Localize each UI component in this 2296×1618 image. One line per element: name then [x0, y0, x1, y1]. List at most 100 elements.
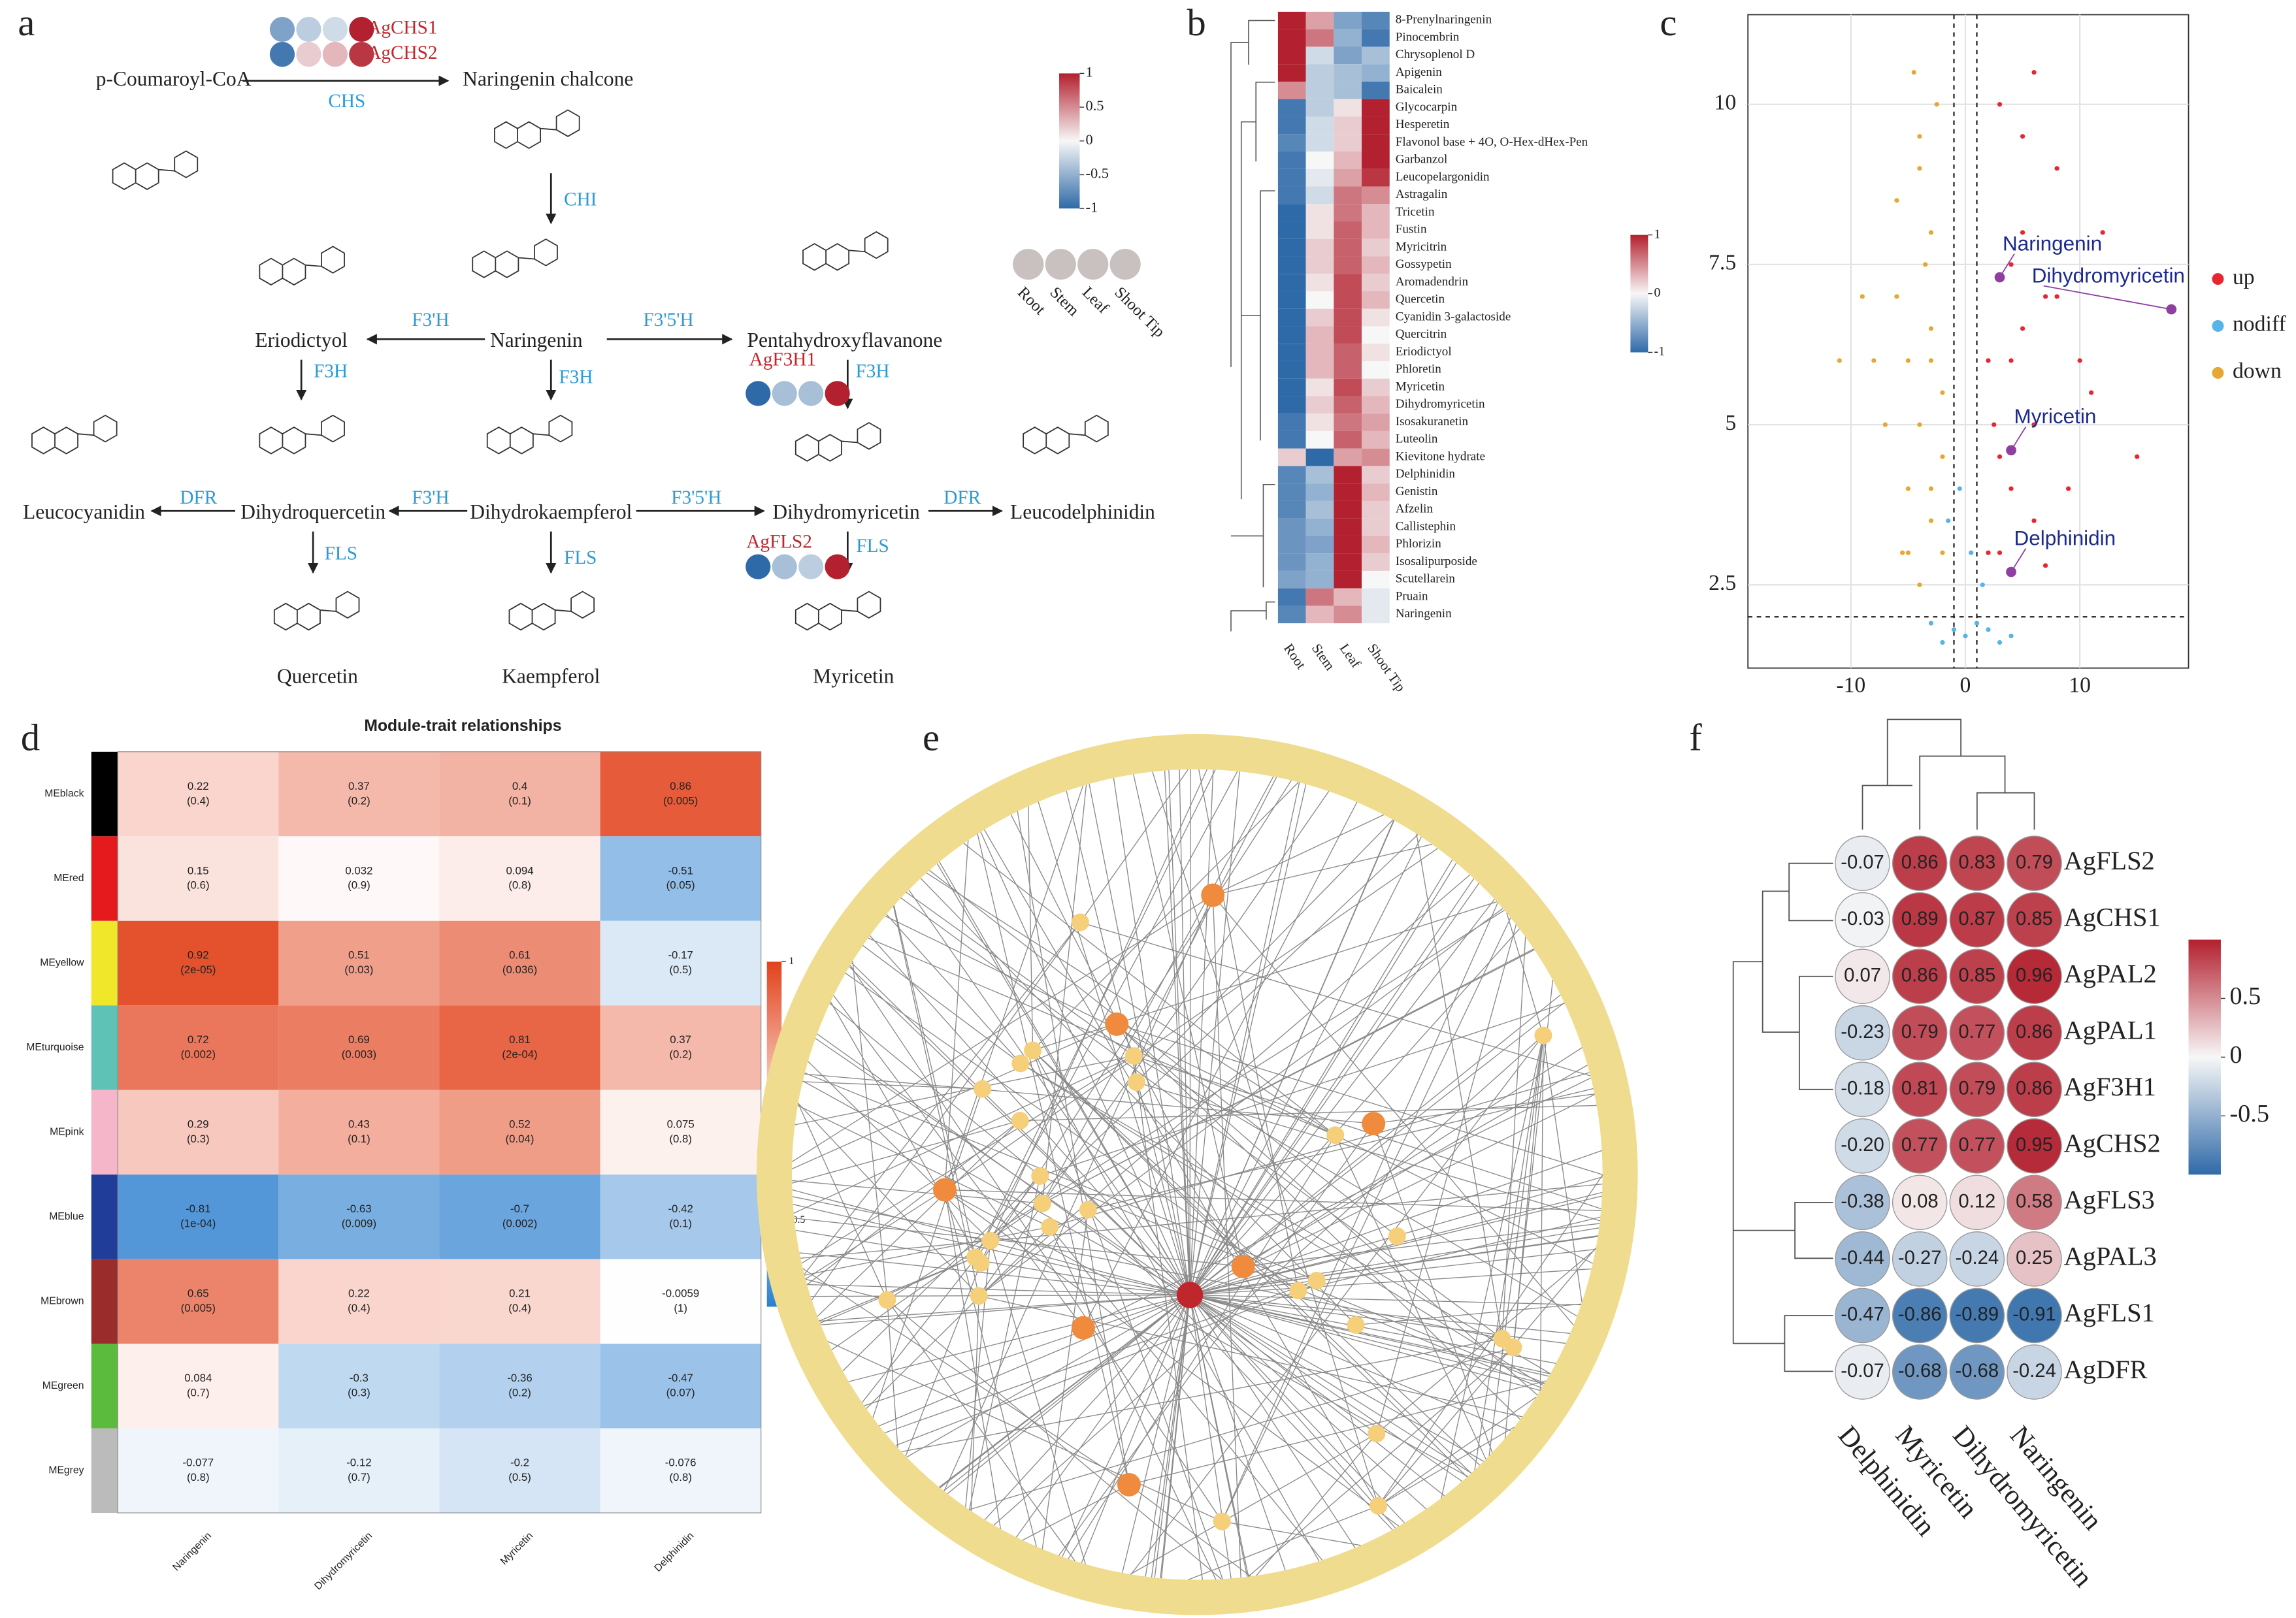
heatmap-cell [1334, 204, 1362, 221]
heatmap-cell [1305, 570, 1334, 589]
metabolite-name: Callistephin [1396, 519, 1456, 533]
network-node [1124, 1047, 1143, 1065]
correlation-value: -0.7 [510, 1203, 529, 1215]
dendrogram [1230, 610, 1266, 632]
p-value: (0.8) [187, 1471, 210, 1483]
heatmap-cell [1362, 536, 1390, 554]
network-edge [944, 848, 1438, 1191]
p-value: (0.7) [348, 1471, 370, 1483]
correlation-circle [1949, 1344, 2005, 1400]
point [1969, 550, 1974, 555]
heatmap-cell [1305, 500, 1334, 519]
network-node [1231, 1254, 1255, 1278]
network-edge [791, 1120, 1021, 1184]
network-edge [868, 937, 1336, 1136]
network-edge [1189, 1295, 1396, 1529]
network-node [1072, 1316, 1096, 1340]
network-node [1362, 1112, 1386, 1136]
heatmap-cell [1277, 291, 1306, 309]
network-edge [802, 1080, 1190, 1296]
heatmap-cell [1277, 29, 1306, 47]
correlation-circle [2007, 1005, 2062, 1061]
correlation-value: -0.42 [668, 1203, 693, 1215]
dendrogram [1861, 785, 1912, 830]
correlation-value: -0.0059 [662, 1287, 699, 1300]
chart-title: Module-trait relationships [364, 717, 561, 735]
p-value: (0.5) [669, 963, 692, 976]
heatmap-cell [1362, 64, 1390, 82]
heatmap-cell [1277, 169, 1306, 187]
compound-name: Dihydroquercetin [240, 500, 385, 523]
point [1928, 326, 1934, 331]
network-node [1033, 1194, 1051, 1212]
structure [486, 414, 573, 455]
heatmap-cell [1362, 326, 1390, 344]
correlation-label: -0.03 [1841, 909, 1884, 930]
heatmap-cell [600, 920, 761, 1006]
heatmap-cell [439, 836, 600, 921]
heatmap-cell [439, 1428, 600, 1513]
point [1946, 518, 1951, 523]
point [1917, 582, 1922, 587]
metabolite-name: Genistin [1396, 485, 1438, 498]
heatmap-cell [1334, 466, 1362, 484]
correlation-value: 0.37 [348, 780, 370, 792]
network-edge [1133, 1056, 1204, 1580]
point [2042, 563, 2048, 568]
correlation-circle [1835, 1061, 1890, 1118]
heatmap-cell [1334, 151, 1362, 169]
label-leader [2010, 426, 2027, 451]
heatmap-cell [1277, 256, 1306, 274]
heatmap-cell [1362, 256, 1390, 274]
correlation-circle [2007, 1231, 2062, 1287]
correlation-value: 0.37 [670, 1033, 691, 1046]
p-value: (0.002) [502, 1218, 537, 1230]
heatmap-cell [1305, 221, 1334, 239]
point [2031, 422, 2037, 427]
network-node [1024, 1041, 1042, 1060]
point [1951, 627, 1957, 632]
highlight-label: Myricetin [2014, 405, 2097, 428]
network-edge [817, 1120, 1021, 1317]
heatmap-cell [1334, 536, 1362, 554]
p-value: (1e-04) [180, 1218, 216, 1230]
correlation-value: -0.51 [668, 864, 693, 877]
p-value: (0.6) [187, 879, 210, 892]
module-name: MEgreen [42, 1380, 84, 1391]
network-node [1534, 1026, 1552, 1044]
correlation-label: -0.38 [1841, 1191, 1884, 1212]
heatmap-cell [1277, 500, 1306, 519]
heatmap-cell [1334, 430, 1362, 449]
heatmap-cell [1277, 536, 1306, 554]
network-edge [1040, 1003, 1565, 1177]
dendrogram [1266, 601, 1275, 620]
heatmap-cell [1277, 518, 1306, 536]
compound-name: Leucodelphinidin [1010, 500, 1155, 523]
network-edge [975, 771, 1238, 1258]
heatmap-cell [1334, 256, 1362, 274]
metabolite-name: Phloretin [1396, 363, 1441, 376]
network-edge [1128, 1380, 1547, 1485]
tissue-dot [1109, 248, 1141, 280]
heatmap-cell [1334, 46, 1362, 65]
network-edge [1189, 1294, 1549, 1377]
legend-label: down [2233, 359, 2282, 383]
metabolite-name: Myricitrin [1396, 240, 1447, 253]
network-edge [979, 1295, 1522, 1417]
correlation-circle [1892, 1231, 1948, 1287]
legend-marker [2212, 320, 2224, 332]
tissue-dot [1013, 248, 1044, 280]
correlation-circle [1892, 1344, 1948, 1400]
metabolite-name: Aromadendrin [1396, 275, 1469, 289]
heatmap-cell [1334, 81, 1362, 99]
expression-dot [349, 16, 374, 42]
dendrogram [1230, 42, 1249, 367]
gene-name: AgFLS3 [2063, 1185, 2154, 1214]
heatmap-cell [1362, 518, 1390, 536]
module-color [91, 1259, 118, 1344]
tissue-name: Root [1014, 283, 1049, 318]
correlation-circle [1835, 835, 1890, 891]
metabolite-name: Pinocembrin [1396, 30, 1460, 44]
network-edge [965, 1240, 991, 1508]
